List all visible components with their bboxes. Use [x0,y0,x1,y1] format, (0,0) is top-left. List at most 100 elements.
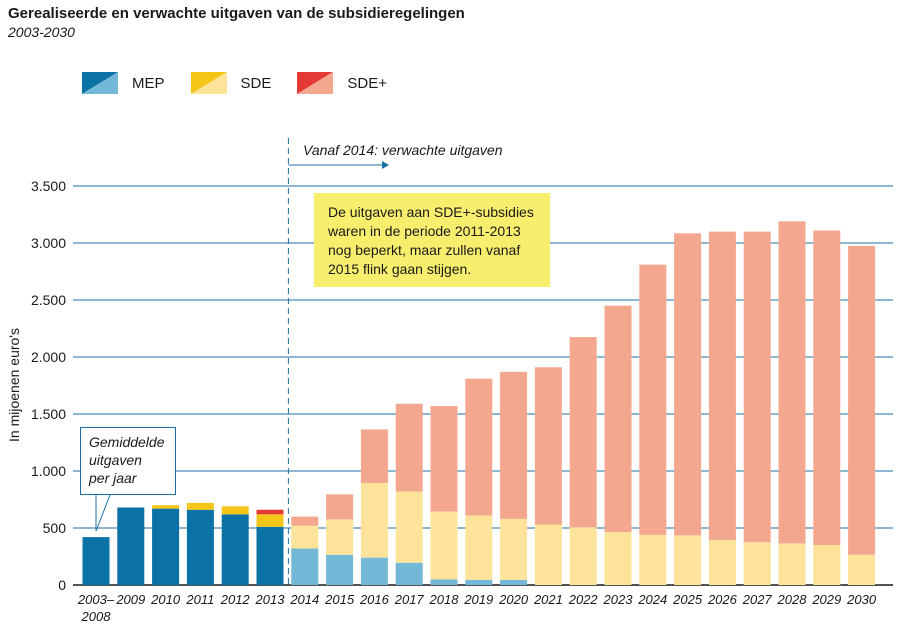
bar-sde-2 [152,505,180,509]
avg-note-line: uitgaven [89,452,142,468]
avg-note-line: per jaar [89,470,137,486]
bar-mep-5 [256,526,284,585]
bar-sdeplus-6 [291,516,319,526]
legend-swatch-mep-expected [82,72,118,94]
x-tick-label: 2027 [742,592,773,607]
bar-sdeplus-18 [708,231,736,540]
x-tick-label: 2023 [603,592,634,607]
y-axis-label: In mijoenen euro's [6,328,22,442]
bar-sde-7 [326,519,354,555]
legend-swatch-sdeplus [297,72,334,94]
bar-sde-6 [291,525,319,549]
bar-mep-8 [360,557,388,585]
bar-mep-3 [186,509,214,585]
x-tick-label: 2019 [463,592,493,607]
legend-label-sdeplus: SDE+ [347,74,387,92]
bar-mep-6 [291,548,319,585]
chart-subtitle: 2003-2030 [8,24,75,40]
bar-sde-11 [465,515,493,580]
bar-sde-16 [639,534,667,585]
bar-sde-10 [430,511,458,580]
bar-sde-13 [534,524,562,585]
bar-mep-9 [395,562,423,585]
legend-item-mep: MEP [82,72,165,94]
y-tick-label: 2.000 [31,349,66,365]
x-tick-label: 2024 [637,592,667,607]
bar-sdeplus-20 [778,221,806,544]
bar-mep-4 [221,514,249,585]
bar-sde-8 [360,482,388,558]
bar-mep-2 [152,508,180,585]
note-line: De uitgaven aan SDE+-subsidies [328,204,534,220]
y-tick-label: 2.500 [31,292,66,308]
x-tick-label: 2012 [220,592,251,607]
x-tick-label: 2009 [115,592,145,607]
y-tick-label: 3.000 [31,235,66,251]
bar-sde-18 [708,539,736,585]
bar-sdeplus-11 [465,378,493,516]
legend-swatch-sdeplus-expected [297,72,334,94]
x-tick-label: 2020 [498,592,529,607]
x-tick-label: 2029 [811,592,841,607]
avg-note-line: Gemiddelde [89,434,165,450]
y-tick-label: 500 [43,520,67,536]
bar-sde-19 [743,542,771,585]
average-callout-pointer [95,494,111,532]
bar-sde-14 [569,527,597,585]
bar-sdeplus-16 [639,264,667,535]
legend-label-sde: SDE [240,74,272,92]
bar-sdeplus-10 [430,406,458,512]
note-line: nog beperkt, maar zullen vanaf [328,242,521,258]
note-line: waren in de periode 2011-2013 [328,223,521,239]
legend-swatch-sde [190,72,227,94]
legend-item-sde: SDE [190,72,272,94]
x-tick-label: 2011 [185,592,214,607]
legend-label-mep: MEP [132,74,165,92]
note-line: 2015 flink gaan stijgen. [328,261,472,277]
bar-mep-11 [465,579,493,585]
bar-sdeplus-8 [360,429,388,483]
bar-mep-7 [326,554,354,585]
forecast-arrow-head [382,161,389,169]
x-tick-label: 2030 [846,592,877,607]
y-tick-label: 1.000 [31,463,66,479]
bar-mep-0 [82,537,110,585]
bar-sde-4 [221,506,249,515]
bar-sdeplus-9 [395,403,423,492]
legend-item-sdeplus: SDE+ [297,72,387,94]
y-tick-label: 1.500 [31,406,66,422]
legend: MEP SDE SDE+ [82,72,413,94]
bar-sdeplus-7 [326,494,354,520]
legend-swatch-sde-expected [190,72,227,94]
x-tick-label: 2021 [533,592,563,607]
bar-sde-17 [674,535,702,585]
bar-sdeplus-12 [500,371,528,519]
bar-sdeplus-21 [813,230,841,546]
x-tick-label: 2015 [324,592,355,607]
bar-sdeplus-19 [743,231,771,543]
average-callout: Gemiddelde uitgaven per jaar [80,427,176,495]
bar-sdeplus-14 [569,337,597,528]
y-tick-label: 0 [58,577,66,593]
x-tick-label: 2013 [255,592,286,607]
bar-sde-9 [395,491,423,563]
bar-sde-20 [778,543,806,585]
x-tick-label: 2017 [394,592,425,607]
bar-sdeplus-13 [534,367,562,525]
annotation-note: De uitgaven aan SDE+-subsidies waren in … [314,193,550,287]
bar-sdeplus-5 [256,509,284,515]
x-tick-label: 2016 [359,592,390,607]
y-tick-label: 3.500 [31,178,66,194]
bar-mep-12 [500,579,528,585]
forecast-label: Vanaf 2014: verwachte uitgaven [303,142,503,158]
x-tick-label: 2003– [77,592,115,607]
x-tick-label: 2028 [777,592,808,607]
x-tick-label: 2025 [672,592,703,607]
bar-sde-12 [500,518,528,580]
bar-sdeplus-15 [604,305,632,532]
chart-title: Gerealiseerde en verwachte uitgaven van … [8,5,465,22]
bar-sde-22 [848,554,876,585]
x-tick-label: 2010 [150,592,181,607]
x-tick-label: 2018 [429,592,460,607]
